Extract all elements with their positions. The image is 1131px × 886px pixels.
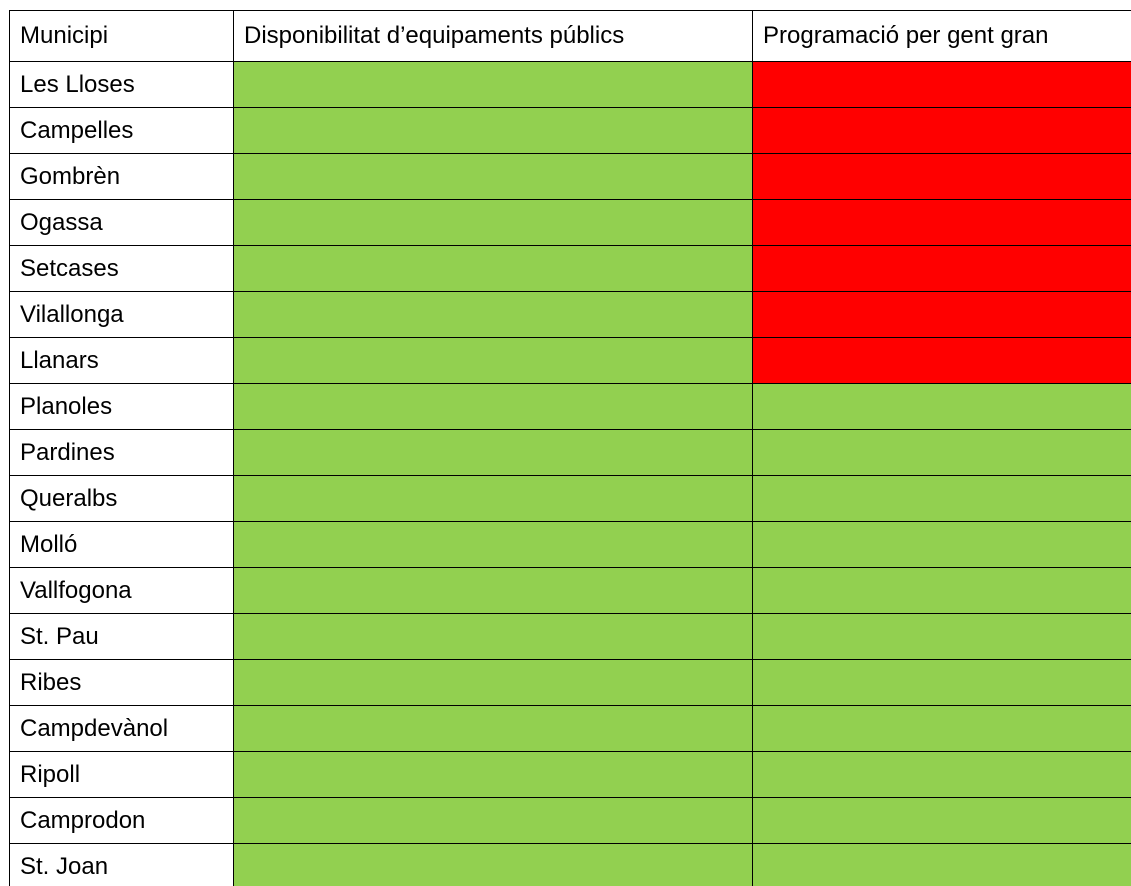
status-cell: [233, 61, 753, 108]
header-cell: Programació per gent gran: [752, 10, 1131, 62]
status-cell: [752, 659, 1131, 706]
status-cell: [752, 567, 1131, 614]
status-cell: [752, 705, 1131, 752]
status-cell: [752, 383, 1131, 430]
status-cell: [233, 383, 753, 430]
municipality-cell: Vilallonga: [9, 291, 234, 338]
status-cell: [233, 337, 753, 384]
municipality-cell: Llanars: [9, 337, 234, 384]
status-cell: [233, 107, 753, 154]
municipality-cell: Molló: [9, 521, 234, 568]
status-cell: [233, 291, 753, 338]
status-cell: [752, 843, 1131, 886]
status-cell: [752, 429, 1131, 476]
municipality-cell: Ribes: [9, 659, 234, 706]
status-cell: [752, 613, 1131, 660]
municipality-cell: Campdevànol: [9, 705, 234, 752]
municipality-cell: St. Joan: [9, 843, 234, 886]
status-cell: [752, 107, 1131, 154]
status-cell: [752, 797, 1131, 844]
municipality-cell: Ripoll: [9, 751, 234, 798]
municipality-cell: Camprodon: [9, 797, 234, 844]
header-cell: Disponibilitat d’equipaments públics: [233, 10, 753, 62]
municipality-cell: Pardines: [9, 429, 234, 476]
status-cell: [752, 199, 1131, 246]
status-cell: [233, 429, 753, 476]
municipality-cell: Ogassa: [9, 199, 234, 246]
status-cell: [233, 751, 753, 798]
status-cell: [752, 475, 1131, 522]
header-cell: Municipi: [9, 10, 234, 62]
status-cell: [752, 153, 1131, 200]
status-cell: [233, 153, 753, 200]
status-cell: [233, 797, 753, 844]
municipality-cell: Les Lloses: [9, 61, 234, 108]
municipality-cell: Gombrèn: [9, 153, 234, 200]
municipality-cell: Campelles: [9, 107, 234, 154]
status-cell: [233, 613, 753, 660]
status-cell: [233, 659, 753, 706]
municipality-cell: St. Pau: [9, 613, 234, 660]
municipality-cell: Vallfogona: [9, 567, 234, 614]
municipality-cell: Queralbs: [9, 475, 234, 522]
status-cell: [233, 199, 753, 246]
status-cell: [233, 475, 753, 522]
municipality-cell: Setcases: [9, 245, 234, 292]
status-cell: [233, 245, 753, 292]
status-cell: [752, 337, 1131, 384]
status-cell: [752, 521, 1131, 568]
status-cell: [233, 705, 753, 752]
status-cell: [233, 521, 753, 568]
status-cell: [752, 245, 1131, 292]
status-cell: [233, 567, 753, 614]
municipality-cell: Planoles: [9, 383, 234, 430]
status-cell: [752, 291, 1131, 338]
status-cell: [752, 751, 1131, 798]
status-cell: [752, 61, 1131, 108]
status-cell: [233, 843, 753, 886]
